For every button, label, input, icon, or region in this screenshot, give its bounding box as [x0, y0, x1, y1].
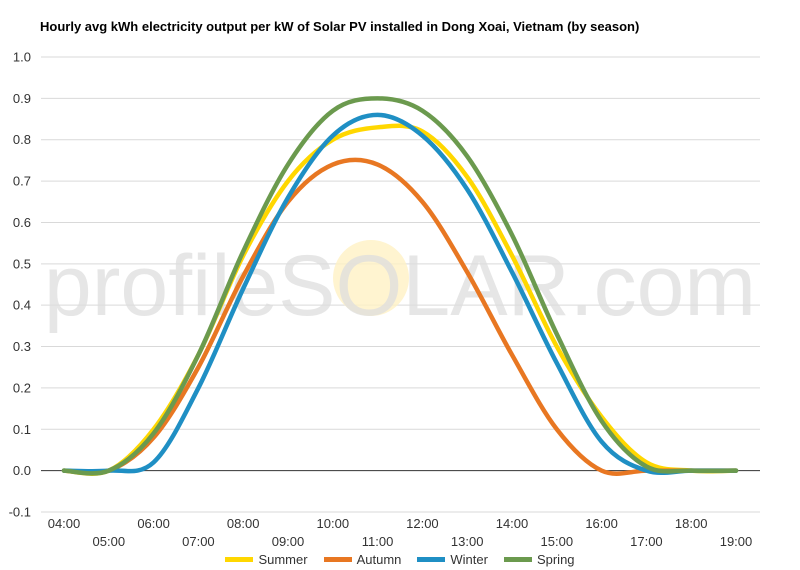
x-tick-label: 16:00: [585, 516, 618, 531]
y-tick-label: -0.1: [9, 505, 31, 520]
series-line-winter: [61, 112, 739, 476]
x-tick-label: 14:00: [496, 516, 529, 531]
y-tick-label: 0.1: [13, 422, 31, 437]
legend-item-spring: Spring: [503, 552, 575, 567]
x-tick-label: 09:00: [272, 534, 305, 549]
x-tick-label: 06:00: [137, 516, 170, 531]
watermark-text: profileSOLAR.com: [44, 238, 756, 334]
y-tick-label: 0.8: [13, 132, 31, 147]
series-line-spring: [61, 96, 739, 476]
watermark: profileSOLAR.com: [44, 238, 756, 334]
series-line-autumn: [61, 157, 739, 476]
y-tick-label: 0.7: [13, 174, 31, 189]
x-tick-label: 05:00: [93, 534, 126, 549]
y-tick-label: 0.2: [13, 380, 31, 395]
y-tick-label: 0.9: [13, 91, 31, 106]
x-tick-label: 11:00: [362, 534, 394, 549]
x-tick-label: 08:00: [227, 516, 260, 531]
y-axis-ticks: -0.1 0.0 0.1 0.2 0.3 0.4 0.5 0.6 0.7 0.8 0.9 1.0: [9, 50, 31, 520]
y-tick-label: 1.0: [13, 50, 31, 65]
x-tick-label: 17:00: [630, 534, 663, 549]
legend-item-summer: Summer: [225, 552, 308, 567]
x-tick-label: 12:00: [406, 516, 439, 531]
legend-swatch: [503, 557, 532, 562]
legend-item-autumn: Autumn: [323, 552, 402, 567]
series-layer: [61, 96, 739, 476]
x-tick-label: 13:00: [451, 534, 484, 549]
x-axis-ticks: 04:00 05:00 06:00 07:00 08:00 09:00 10:00 11:00…: [48, 516, 753, 549]
x-tick-label: 15:00: [541, 534, 574, 549]
legend-swatch: [225, 557, 254, 562]
y-tick-label: 0.5: [13, 256, 31, 271]
watermark-sun-icon: [333, 240, 409, 316]
legend-label: Spring: [536, 552, 575, 567]
legend: Summer Autumn Winter Spring: [0, 550, 800, 567]
y-tick-label: 0.0: [13, 463, 31, 478]
y-tick-label: 0.4: [13, 298, 31, 313]
legend-swatch: [417, 557, 446, 562]
legend-label: Autumn: [356, 552, 402, 567]
legend-item-winter: Winter: [417, 552, 488, 567]
y-tick-label: 0.3: [13, 339, 31, 354]
legend-label: Summer: [258, 552, 308, 567]
x-tick-label: 19:00: [720, 534, 753, 549]
chart-title: Hourly avg kWh electricity output per kW…: [40, 19, 640, 34]
x-tick-label: 10:00: [317, 516, 350, 531]
x-tick-label: 18:00: [675, 516, 708, 531]
x-tick-label: 04:00: [48, 516, 81, 531]
legend-swatch: [323, 557, 352, 562]
x-tick-label: 07:00: [182, 534, 215, 549]
legend-label: Winter: [450, 552, 488, 567]
y-tick-label: 0.6: [13, 215, 31, 230]
